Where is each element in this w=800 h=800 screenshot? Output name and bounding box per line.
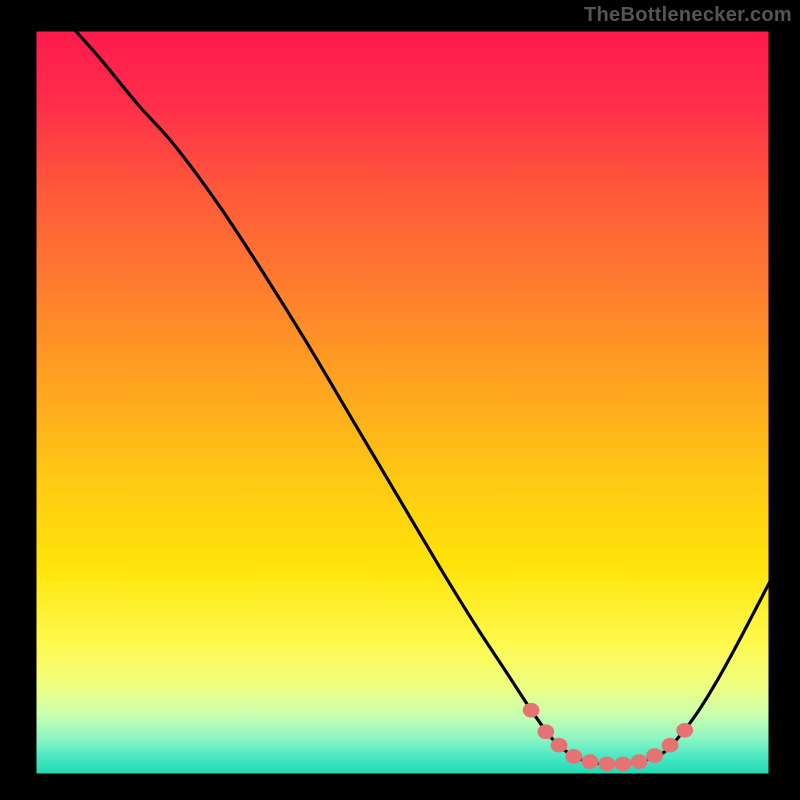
chart-container: TheBottlenecker.com	[0, 0, 800, 800]
bottleneck-chart	[0, 0, 800, 800]
watermark-text: TheBottlenecker.com	[584, 4, 792, 27]
